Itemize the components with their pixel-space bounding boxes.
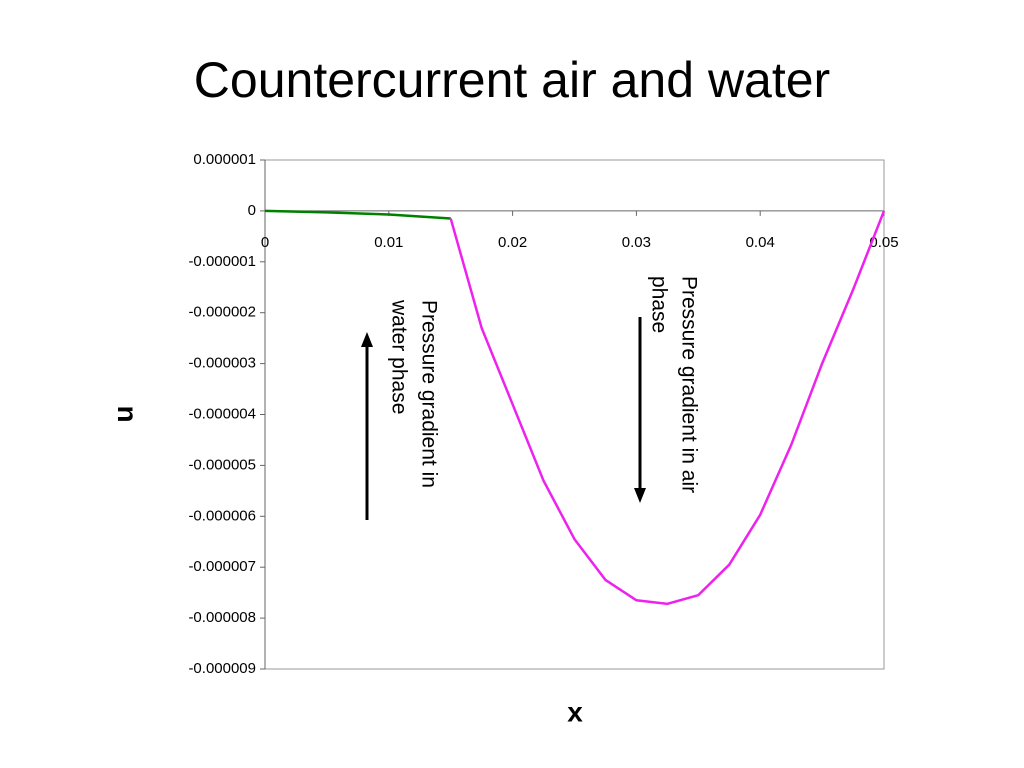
chart-title: Countercurrent air and water	[194, 52, 830, 108]
series-line	[264, 209, 451, 220]
annotation: Pressure gradient in air	[677, 276, 700, 493]
y-tick-label: -0.000002	[188, 304, 256, 321]
x-axis-label: x	[567, 696, 583, 727]
y-tick-label: -0.000003	[188, 355, 256, 372]
y-tick-label: -0.000006	[188, 507, 256, 524]
y-tick-label: -0.000009	[188, 660, 256, 677]
plot-frame	[264, 159, 885, 670]
arrow-head	[361, 332, 373, 347]
series-line	[449, 210, 886, 606]
x-tick-label: 0	[261, 234, 269, 251]
x-tick-label: 0.05	[869, 234, 898, 251]
y-tick-label: -0.000008	[188, 609, 256, 626]
x-tick-label: 0.01	[374, 234, 403, 251]
annotation: Pressure gradient in	[417, 300, 440, 488]
y-axis-label: u	[107, 405, 138, 422]
y-tick-label: 0	[248, 202, 256, 219]
y-tick-label: -0.000007	[188, 558, 256, 575]
x-tick-label: 0.03	[622, 234, 651, 251]
arrow-head	[634, 488, 646, 503]
y-tick-label: 0.000001	[193, 151, 256, 168]
x-tick-label: 0.04	[746, 234, 775, 251]
annotation: water phase	[387, 299, 410, 414]
y-tick-label: -0.000004	[188, 405, 256, 422]
annotation: phase	[647, 276, 670, 333]
x-tick-label: 0.02	[498, 234, 527, 251]
y-tick-label: -0.000005	[188, 456, 256, 473]
y-tick-label: -0.000001	[188, 253, 256, 270]
